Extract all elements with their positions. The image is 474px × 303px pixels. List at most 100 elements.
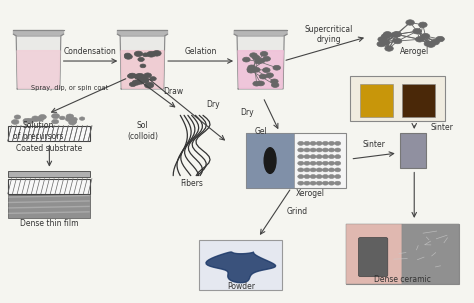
FancyBboxPatch shape: [199, 241, 282, 290]
Circle shape: [377, 41, 385, 47]
Circle shape: [381, 34, 390, 39]
Circle shape: [328, 155, 335, 158]
Circle shape: [143, 53, 149, 57]
Circle shape: [79, 117, 85, 120]
Circle shape: [298, 161, 304, 165]
Circle shape: [383, 32, 392, 37]
Text: Sol
(colloid): Sol (colloid): [127, 121, 158, 141]
Circle shape: [145, 82, 154, 88]
Circle shape: [298, 181, 304, 185]
Circle shape: [322, 155, 328, 158]
Polygon shape: [121, 51, 164, 88]
Polygon shape: [234, 31, 287, 36]
Circle shape: [421, 33, 430, 39]
Circle shape: [38, 115, 46, 119]
Circle shape: [129, 82, 136, 87]
Circle shape: [328, 142, 335, 145]
Text: Sinter: Sinter: [363, 140, 385, 149]
Circle shape: [147, 51, 156, 57]
Circle shape: [249, 67, 256, 72]
Text: Dry: Dry: [206, 100, 220, 109]
FancyBboxPatch shape: [8, 126, 91, 141]
Circle shape: [150, 77, 156, 81]
Circle shape: [310, 142, 316, 145]
FancyBboxPatch shape: [400, 133, 426, 168]
Circle shape: [316, 175, 322, 178]
Circle shape: [128, 73, 136, 78]
Circle shape: [34, 117, 39, 121]
FancyBboxPatch shape: [246, 133, 346, 188]
Circle shape: [316, 168, 322, 172]
Circle shape: [419, 22, 427, 28]
Text: Spray, dip, or spin coat: Spray, dip, or spin coat: [31, 85, 108, 91]
Circle shape: [23, 118, 30, 123]
Polygon shape: [118, 31, 167, 36]
Circle shape: [392, 32, 400, 37]
Text: Gel: Gel: [254, 127, 267, 136]
Circle shape: [258, 58, 265, 63]
Circle shape: [328, 175, 335, 178]
Circle shape: [14, 115, 21, 119]
Circle shape: [52, 114, 60, 119]
FancyBboxPatch shape: [358, 238, 388, 277]
Text: Coated substrate: Coated substrate: [16, 144, 82, 153]
Circle shape: [273, 65, 281, 70]
Circle shape: [135, 74, 143, 79]
Circle shape: [310, 175, 316, 178]
Circle shape: [263, 56, 271, 61]
Circle shape: [304, 142, 310, 145]
FancyBboxPatch shape: [246, 133, 294, 188]
Circle shape: [36, 117, 44, 121]
Circle shape: [310, 148, 316, 152]
Text: Fibers: Fibers: [181, 179, 203, 188]
Circle shape: [304, 168, 310, 172]
Text: Aerogel: Aerogel: [400, 48, 429, 56]
Circle shape: [143, 78, 149, 83]
Circle shape: [134, 51, 143, 57]
Circle shape: [316, 148, 322, 152]
Circle shape: [253, 81, 260, 86]
Circle shape: [304, 181, 310, 185]
Circle shape: [298, 142, 304, 145]
Circle shape: [322, 175, 328, 178]
Polygon shape: [16, 36, 61, 89]
Circle shape: [66, 114, 73, 119]
Circle shape: [298, 175, 304, 178]
Circle shape: [335, 142, 341, 145]
Circle shape: [310, 155, 316, 158]
FancyBboxPatch shape: [346, 224, 459, 284]
Circle shape: [255, 59, 262, 64]
Circle shape: [143, 78, 149, 82]
Circle shape: [335, 161, 341, 165]
Circle shape: [316, 142, 322, 145]
Polygon shape: [206, 252, 275, 283]
Circle shape: [33, 118, 39, 122]
Circle shape: [263, 68, 270, 72]
Circle shape: [328, 168, 335, 172]
Circle shape: [71, 117, 77, 122]
Circle shape: [247, 67, 255, 72]
FancyBboxPatch shape: [402, 84, 436, 117]
Circle shape: [124, 54, 132, 59]
Text: Gelation: Gelation: [184, 48, 217, 56]
Circle shape: [415, 37, 424, 42]
Text: Dense ceramic: Dense ceramic: [374, 275, 431, 284]
Circle shape: [266, 73, 273, 78]
FancyBboxPatch shape: [346, 224, 402, 284]
Circle shape: [52, 119, 59, 124]
Circle shape: [427, 42, 435, 47]
Circle shape: [322, 181, 328, 185]
Circle shape: [271, 79, 278, 84]
Circle shape: [153, 51, 161, 56]
Circle shape: [385, 46, 393, 51]
Circle shape: [316, 155, 322, 158]
Circle shape: [272, 83, 279, 88]
Circle shape: [298, 168, 304, 172]
Circle shape: [424, 41, 433, 46]
Circle shape: [310, 161, 316, 165]
Circle shape: [260, 52, 268, 56]
FancyBboxPatch shape: [350, 76, 445, 121]
Circle shape: [328, 181, 335, 185]
Circle shape: [316, 181, 322, 185]
Circle shape: [250, 53, 257, 58]
